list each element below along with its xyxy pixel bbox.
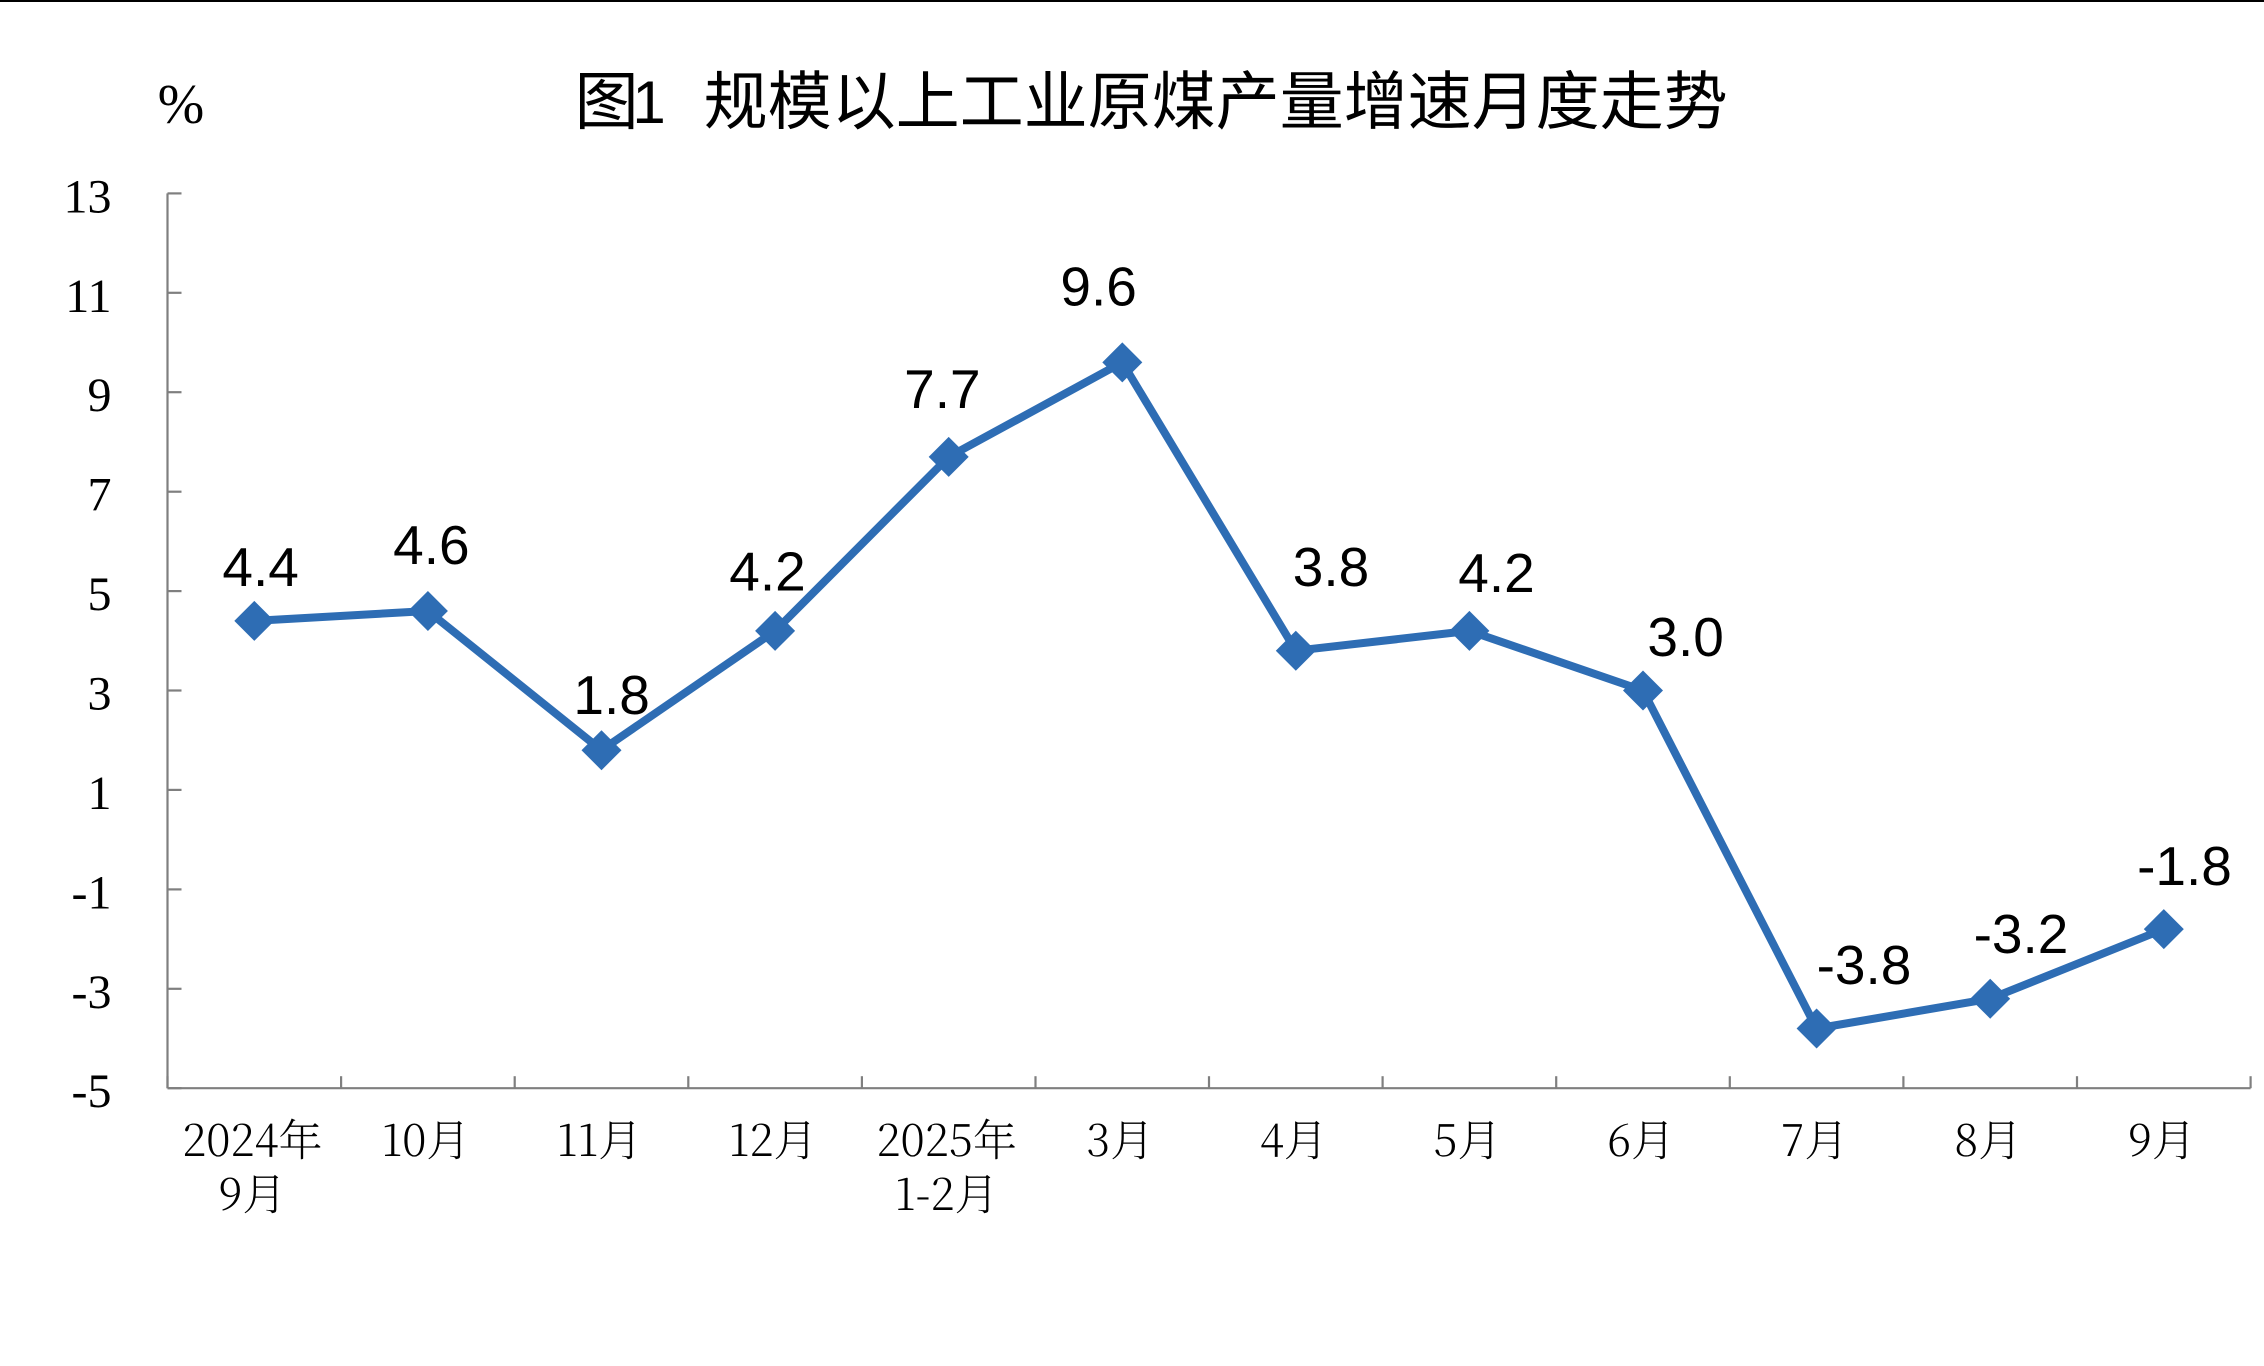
svg-text:4.2: 4.2 — [729, 541, 805, 603]
svg-text:-3.8: -3.8 — [1817, 934, 1912, 996]
svg-text:9.6: 9.6 — [1060, 256, 1136, 318]
svg-text:%: % — [158, 74, 205, 136]
svg-text:3.8: 3.8 — [1293, 536, 1369, 598]
svg-text:7: 7 — [88, 469, 112, 522]
svg-text:4.4: 4.4 — [222, 536, 298, 598]
svg-text:11: 11 — [65, 270, 111, 323]
svg-text:1: 1 — [88, 767, 112, 820]
svg-text:9: 9 — [88, 369, 112, 422]
svg-text:3.0: 3.0 — [1647, 606, 1723, 668]
svg-text:13: 13 — [64, 170, 112, 223]
svg-text:-1.8: -1.8 — [2137, 835, 2232, 897]
svg-text:1: 1 — [632, 69, 665, 136]
svg-text:3: 3 — [88, 668, 112, 721]
svg-text:-5: -5 — [72, 1065, 112, 1118]
svg-text:-3.2: -3.2 — [1974, 903, 2069, 965]
svg-text:7.7: 7.7 — [904, 358, 980, 420]
svg-text:1.8: 1.8 — [573, 664, 649, 726]
svg-text:4.2: 4.2 — [1458, 542, 1534, 604]
svg-text:-1: -1 — [72, 866, 112, 919]
svg-text:4.6: 4.6 — [393, 514, 469, 576]
svg-text:5: 5 — [88, 568, 112, 621]
svg-text:-3: -3 — [72, 966, 112, 1019]
